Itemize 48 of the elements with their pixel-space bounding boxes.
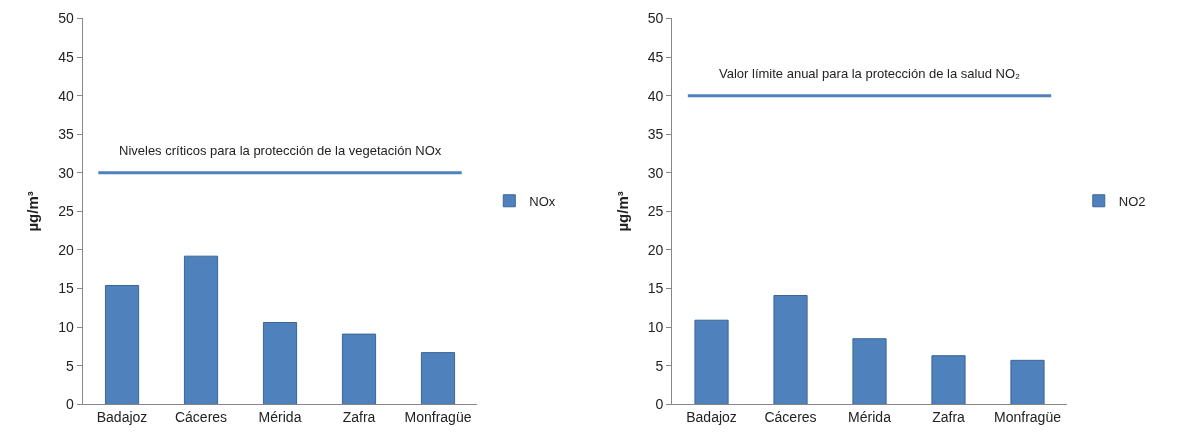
- legend-label: NO2: [1118, 193, 1146, 209]
- ref-line-label: Niveles críticos para la protección de la vegetación NOx: [119, 143, 442, 158]
- bar: [852, 338, 887, 405]
- bar: [931, 355, 966, 405]
- y-tick-label: 10: [58, 319, 74, 336]
- y-tick-label: 20: [58, 241, 74, 258]
- y-axis-title: µg/m³: [613, 191, 631, 232]
- y-tick-label: 40: [58, 87, 74, 104]
- bar: [341, 333, 377, 405]
- y-tick-label: 15: [58, 280, 74, 297]
- x-tick-label: Monfragüe: [994, 409, 1062, 426]
- x-tick-label: Zafra: [342, 409, 376, 426]
- bar: [183, 255, 219, 405]
- bar: [773, 295, 808, 405]
- y-tick-label: 40: [647, 87, 664, 104]
- y-tick-label: 0: [65, 396, 74, 413]
- legend-label: NOx: [529, 193, 556, 209]
- y-tick-label: 5: [655, 357, 664, 374]
- x-tick-label: Monfragüe: [404, 409, 472, 426]
- x-tick-label: Mérida: [848, 409, 892, 426]
- bar: [262, 322, 298, 405]
- x-tick-label: Mérida: [258, 409, 302, 426]
- x-tick-label: Badajoz: [96, 409, 148, 426]
- y-tick-label: 35: [58, 126, 74, 143]
- x-tick-label: Zafra: [932, 409, 966, 426]
- y-tick-label: 30: [647, 164, 664, 181]
- y-tick-label: 15: [647, 280, 664, 297]
- bar: [420, 352, 456, 405]
- bar: [1010, 359, 1045, 405]
- bar: [104, 284, 140, 405]
- x-tick-label: Badajoz: [686, 409, 737, 426]
- y-tick-label: 50: [647, 10, 664, 27]
- y-tick-label: 10: [647, 319, 664, 336]
- bar: [694, 319, 729, 405]
- y-tick-label: 25: [647, 203, 664, 220]
- y-tick-label: 35: [647, 126, 664, 143]
- y-tick-label: 45: [58, 48, 74, 65]
- y-tick-label: 50: [58, 10, 74, 27]
- y-tick-label: 25: [58, 203, 74, 220]
- y-tick-label: 5: [65, 357, 74, 374]
- x-tick-label: Cáceres: [174, 409, 228, 426]
- x-tick-label: Cáceres: [764, 409, 817, 426]
- y-tick-label: 45: [647, 48, 664, 65]
- y-axis-title: µg/m³: [24, 191, 42, 232]
- y-tick-label: 20: [647, 241, 664, 258]
- y-tick-label: 0: [655, 396, 664, 413]
- ref-line-label: Valor límite anual para la protección de la salud NO₂: [719, 66, 1021, 81]
- y-tick-label: 30: [58, 164, 74, 181]
